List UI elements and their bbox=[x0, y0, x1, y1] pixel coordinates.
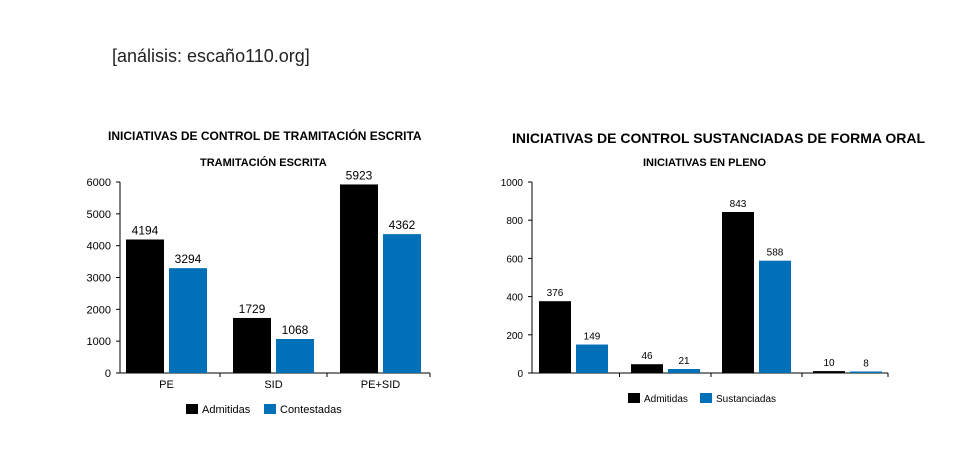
chart-1-title: INICIATIVAS DE CONTROL DE TRAMITACIÓN ES… bbox=[108, 129, 422, 143]
chart-2-legend-label: Sustanciadas bbox=[716, 394, 776, 405]
chart-2-legend-label: Admitidas bbox=[644, 394, 688, 405]
chart-2-bar-a bbox=[813, 371, 845, 373]
chart-2-data-label: 46 bbox=[641, 351, 653, 362]
chart-1-bar-b bbox=[276, 339, 314, 373]
chart-1-data-label: 5923 bbox=[346, 168, 373, 182]
chart-1-data-label: 4194 bbox=[132, 223, 159, 237]
chart-1-category-label: SID bbox=[264, 379, 282, 391]
chart-2-data-label: 149 bbox=[584, 332, 601, 343]
chart-1-data-label: 4362 bbox=[389, 218, 416, 232]
chart-2-bar-b bbox=[850, 371, 882, 373]
chart-2-bar-b bbox=[668, 368, 700, 373]
chart-2-subtitle: INICIATIVAS EN PLENO bbox=[643, 157, 767, 169]
chart-2-bar-b bbox=[759, 260, 791, 373]
chart-2-y-tick-label: 400 bbox=[506, 293, 523, 304]
chart-2-data-label: 8 bbox=[863, 358, 869, 369]
chart-2-legend-swatch-b bbox=[700, 393, 712, 403]
chart-1-bar-b bbox=[169, 268, 207, 373]
chart-2-data-label: 843 bbox=[730, 199, 747, 210]
chart-1-category-label: PE+SID bbox=[361, 379, 400, 391]
chart-1-bar-a bbox=[126, 239, 164, 373]
chart-2-bar-a bbox=[539, 301, 571, 373]
chart-2-bar-a bbox=[631, 364, 663, 373]
chart-1-legend-label: Contestadas bbox=[280, 404, 342, 416]
chart-2-data-label: 376 bbox=[547, 288, 564, 299]
chart-2-y-tick-label: 200 bbox=[506, 331, 523, 342]
chart-1-legend-label: Admitidas bbox=[202, 404, 251, 416]
chart-1-y-tick-label: 0 bbox=[105, 368, 111, 380]
chart-1-data-label: 1729 bbox=[239, 302, 266, 316]
source-credit: [análisis: escaño110.org] bbox=[112, 46, 310, 66]
chart-2-data-label: 21 bbox=[678, 356, 690, 367]
chart-1-y-tick-label: 5000 bbox=[87, 209, 111, 221]
chart-2-y-tick-label: 600 bbox=[506, 254, 523, 265]
chart-2-y-tick-label: 1000 bbox=[501, 178, 524, 189]
chart-1-bar-a bbox=[233, 317, 271, 373]
chart-2-bar-a bbox=[722, 211, 754, 373]
chart-2-data-label: 588 bbox=[767, 248, 784, 259]
chart-2-title: INICIATIVAS DE CONTROL SUSTANCIADAS DE F… bbox=[512, 130, 925, 146]
chart-1-category-label: PE bbox=[159, 379, 174, 391]
chart-2-y-tick-label: 0 bbox=[517, 369, 523, 380]
chart-2-bar-b bbox=[576, 344, 608, 373]
chart-1-bar-b bbox=[383, 234, 421, 373]
chart-1-data-label: 3294 bbox=[175, 252, 202, 266]
chart-1-legend-swatch-b bbox=[264, 404, 276, 414]
chart-1-y-tick-label: 1000 bbox=[87, 336, 111, 348]
chart-2-data-label: 10 bbox=[823, 358, 835, 369]
chart-1-y-tick-label: 2000 bbox=[87, 304, 111, 316]
chart-1-bar-a bbox=[340, 184, 378, 373]
chart-2-legend-swatch-a bbox=[628, 393, 640, 403]
chart-1-data-label: 1068 bbox=[282, 323, 309, 337]
chart-2-y-tick-label: 800 bbox=[506, 216, 523, 227]
chart-1-y-tick-label: 6000 bbox=[87, 177, 111, 189]
chart-1-subtitle: TRAMITACIÓN ESCRITA bbox=[200, 157, 327, 169]
chart-1-y-tick-label: 4000 bbox=[87, 241, 111, 253]
chart-1-y-tick-label: 3000 bbox=[87, 273, 111, 285]
chart-1-legend-swatch-a bbox=[186, 404, 198, 414]
